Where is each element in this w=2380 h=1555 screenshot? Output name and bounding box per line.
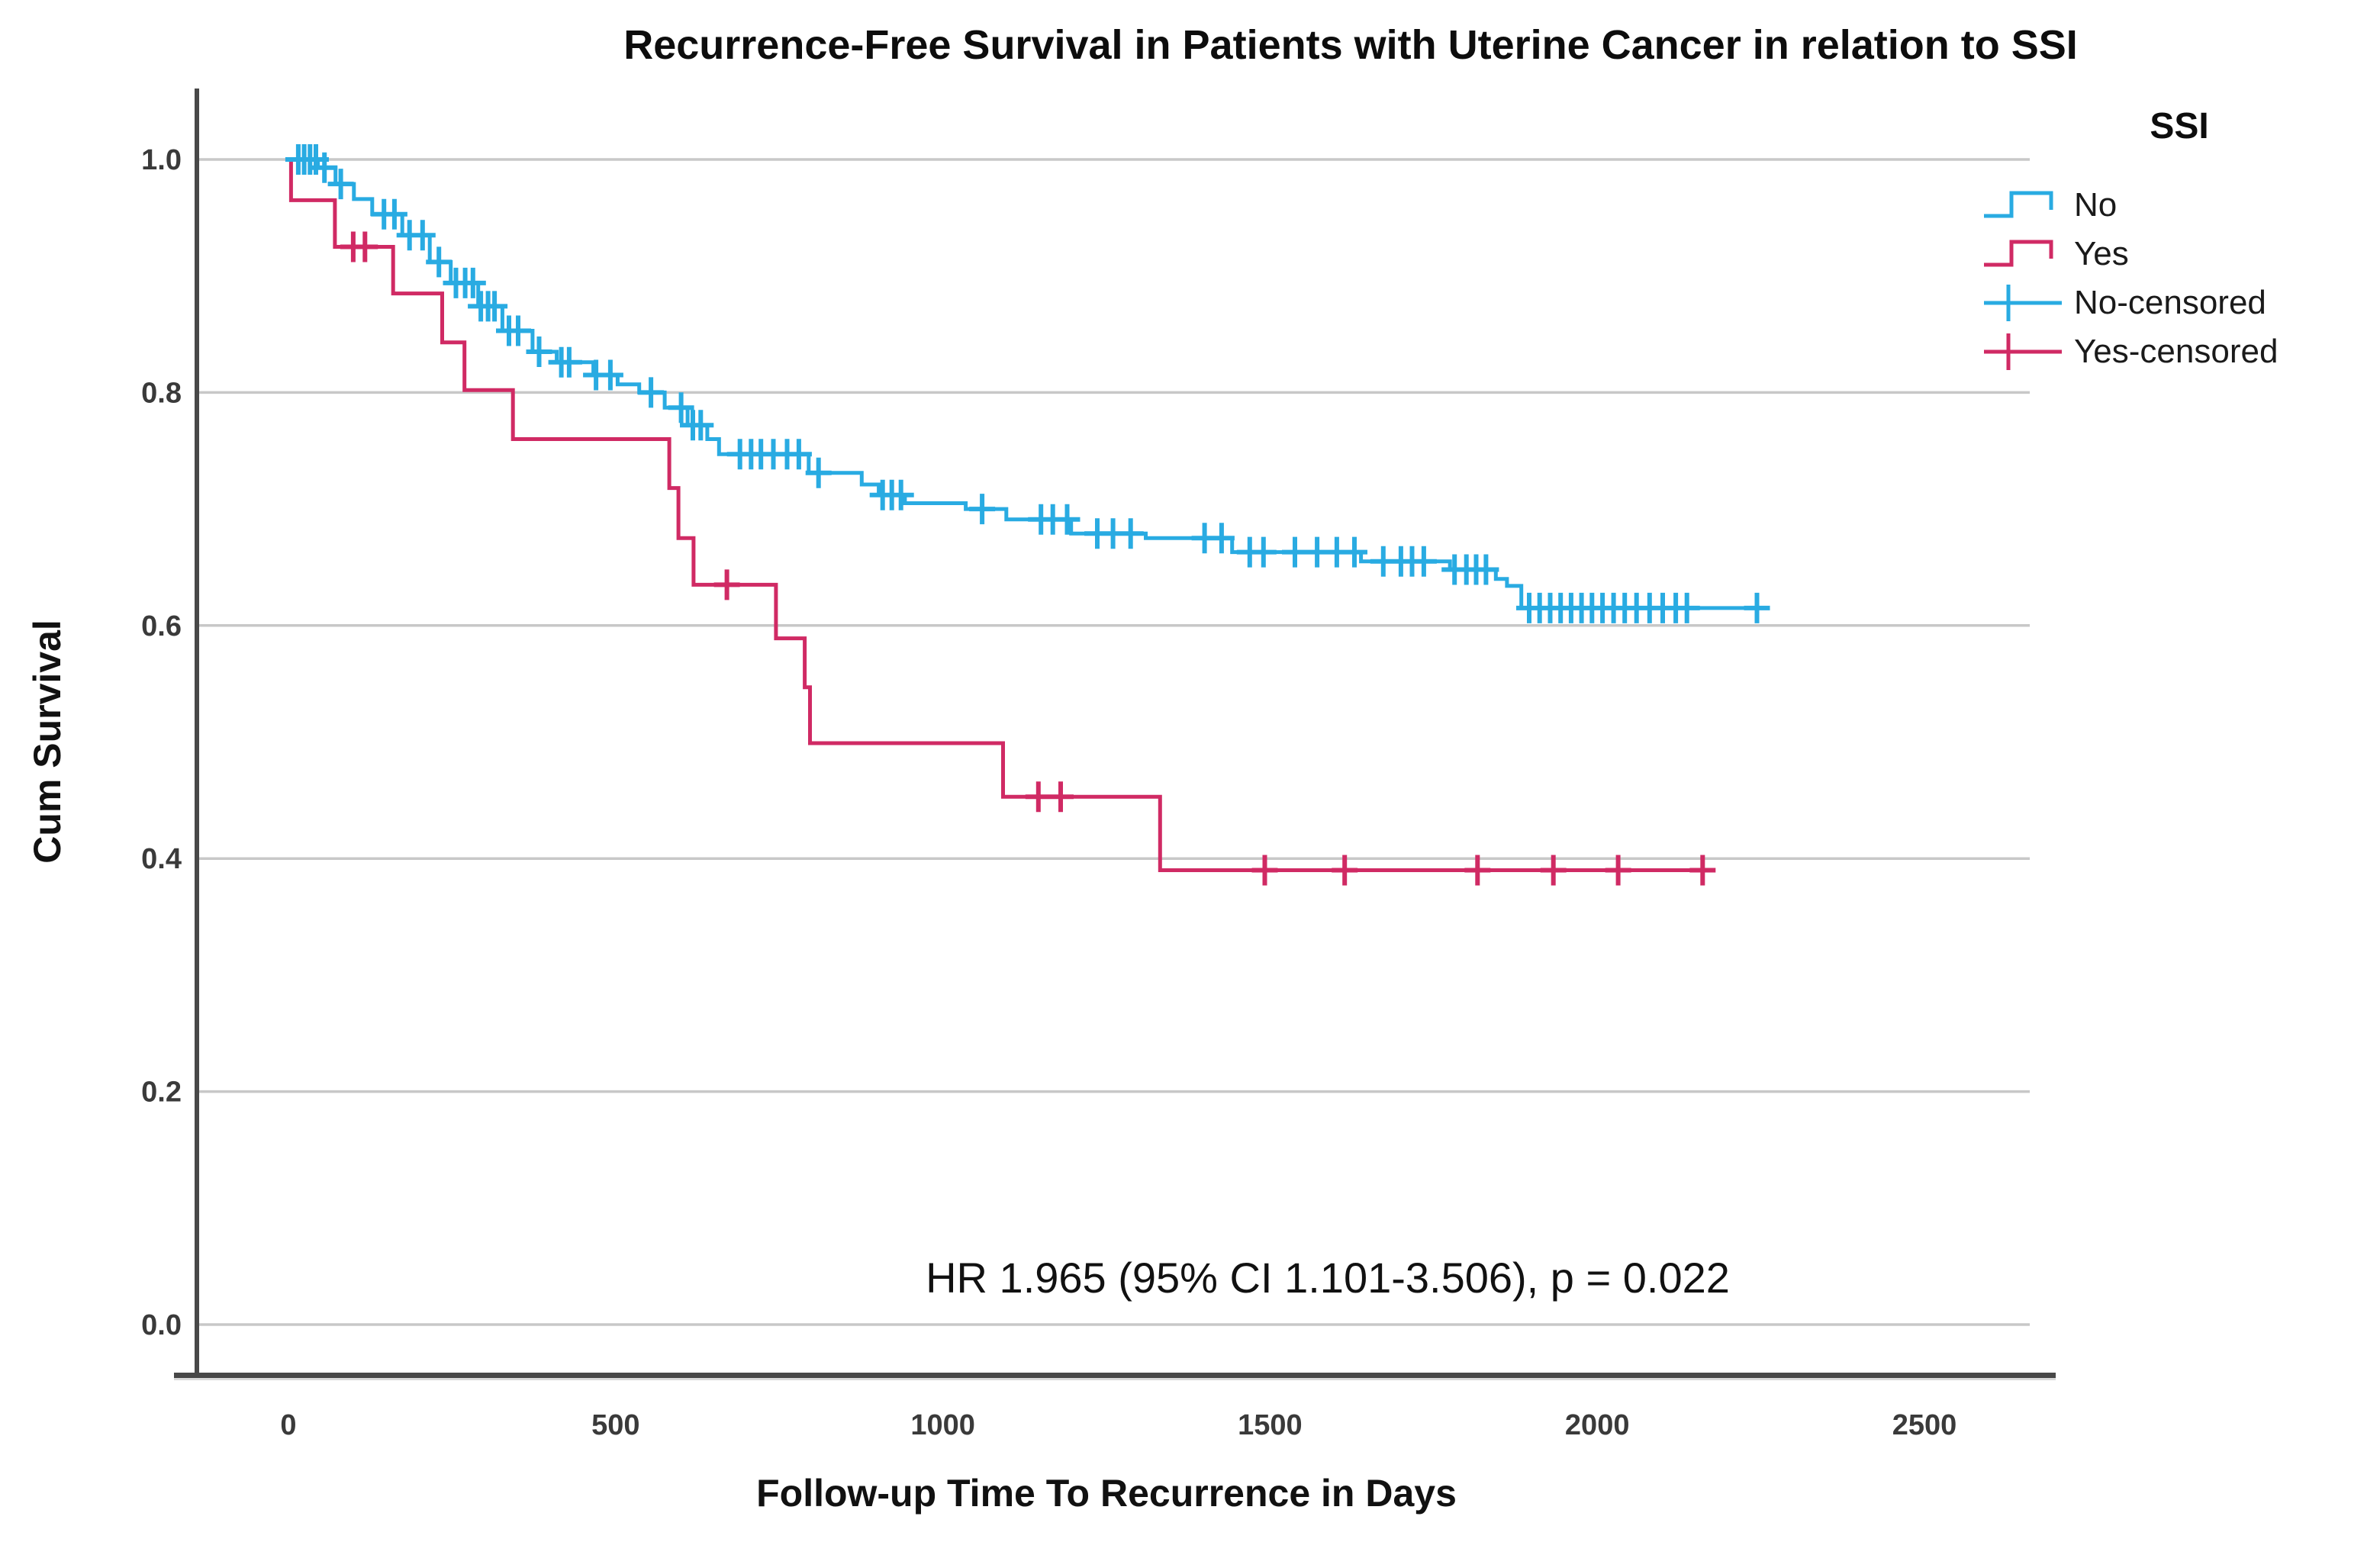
survival-curve-yes: [288, 157, 1715, 872]
survival-curve-no: [288, 157, 1766, 610]
legend-step-line-icon: [1984, 191, 2053, 218]
legend-censor-plus-icon: [1984, 285, 2062, 321]
legend-title: SSI: [2150, 106, 2209, 146]
x-tick-label: 500: [591, 1409, 639, 1441]
legend-entry-label: Yes-censored: [2074, 333, 2279, 370]
x-tick-label: 1500: [1238, 1409, 1303, 1441]
y-tick-label: 0.0: [141, 1309, 182, 1341]
y-tick-label: 0.4: [141, 843, 182, 875]
legend-entry-label: No-censored: [2074, 284, 2266, 321]
legend-censor-plus-icon: [1984, 333, 2062, 370]
x-axis-spine-shadow: [174, 1378, 2056, 1380]
legend-entry-label: Yes: [2074, 235, 2129, 272]
x-tick-label: 2000: [1565, 1409, 1630, 1441]
x-axis-spine: [174, 1373, 2056, 1378]
legend-entry-no: No: [1981, 181, 2380, 230]
legend-entry-label: No: [2074, 186, 2118, 224]
y-tick-label: 0.2: [141, 1077, 182, 1109]
hazard-ratio-annotation: HR 1.965 (95% CI 1.101-3.506), p = 0.022: [926, 1254, 1730, 1302]
legend-glyph-path: [1984, 191, 2053, 218]
legend-glyph-path: [1984, 333, 2062, 370]
x-tick-label: 1000: [910, 1409, 975, 1441]
legend-glyph-path: [1984, 285, 2062, 321]
x-axis-title: Follow-up Time To Recurrence in Days: [756, 1472, 1457, 1515]
legend-entry-yes-censored: Yes-censored: [1981, 327, 2380, 376]
legend-entry-yes: Yes: [1981, 230, 2380, 278]
y-axis-title: Cum Survival: [26, 620, 69, 864]
legend-step-line-icon: [1984, 240, 2053, 267]
y-tick-label: 0.8: [141, 377, 182, 409]
censor-marks-no: [285, 144, 1770, 623]
legend-entries: No Yes No-censored Yes-censored: [1981, 181, 2380, 376]
legend-entry-no-censored: No-censored: [1981, 278, 2380, 327]
x-tick-label: 2500: [1892, 1409, 1957, 1441]
x-tick-label: 0: [280, 1409, 296, 1441]
chart-title: Recurrence-Free Survival in Patients wit…: [623, 22, 2078, 68]
y-tick-label: 1.0: [141, 144, 182, 176]
y-tick-label: 0.6: [141, 610, 182, 642]
legend-glyph-path: [1984, 240, 2053, 267]
y-axis-spine: [195, 89, 199, 1378]
legend: SSI No Yes No-censored Yes-censored: [1981, 105, 2380, 376]
censor-marks-yes: [340, 231, 1716, 886]
